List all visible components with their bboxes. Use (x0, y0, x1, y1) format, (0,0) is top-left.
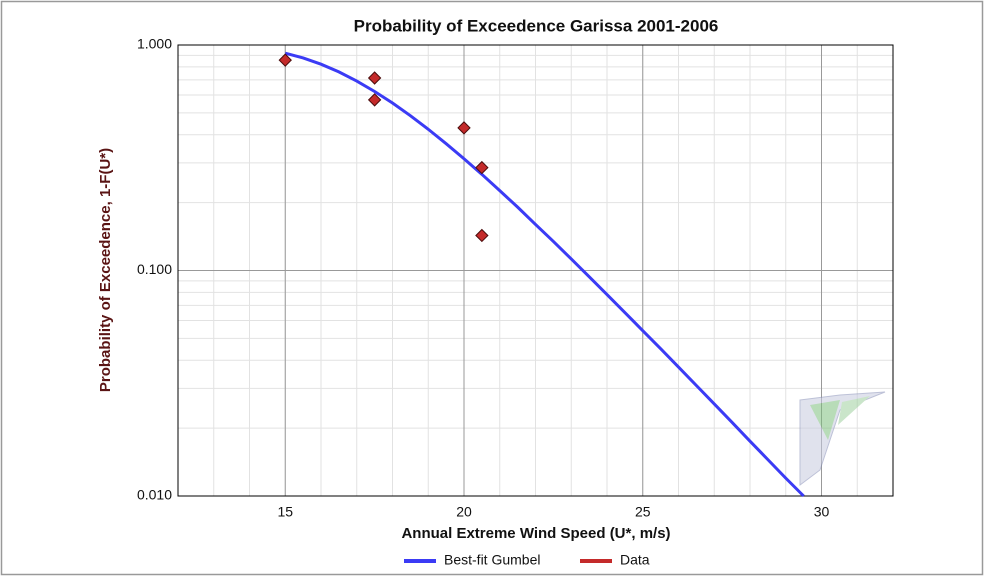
y-tick-label: 0.100 (137, 261, 172, 277)
marker (367, 71, 382, 85)
line (284, 51, 805, 498)
y-axis-title: Probability of Exceedence, 1-F(U*) (97, 148, 114, 392)
x-tick-label: 30 (814, 504, 830, 520)
x-tick-label: 25 (635, 504, 651, 520)
y-tick-label: 1.000 (137, 36, 172, 52)
plot-border (177, 44, 894, 497)
marker (457, 121, 471, 135)
marker (475, 160, 489, 175)
x-axis-title: Annual Extreme Wind Speed (U*, m/s) (401, 525, 670, 542)
marker (367, 93, 382, 107)
legend-label: Best-fit Gumbel (444, 552, 540, 568)
grid (177, 44, 894, 497)
chart-title: Probability of Exceedence Garissa 2001-2… (354, 16, 719, 35)
logo (799, 391, 886, 486)
y-tick-label: 0.010 (137, 487, 172, 503)
x-tick-label: 15 (277, 504, 293, 520)
marker (278, 53, 292, 67)
legend: Best-fit Gumbel Data (404, 552, 650, 568)
marker (475, 228, 489, 243)
legend-label: Data (620, 552, 650, 568)
x-tick-label: 20 (456, 504, 472, 520)
